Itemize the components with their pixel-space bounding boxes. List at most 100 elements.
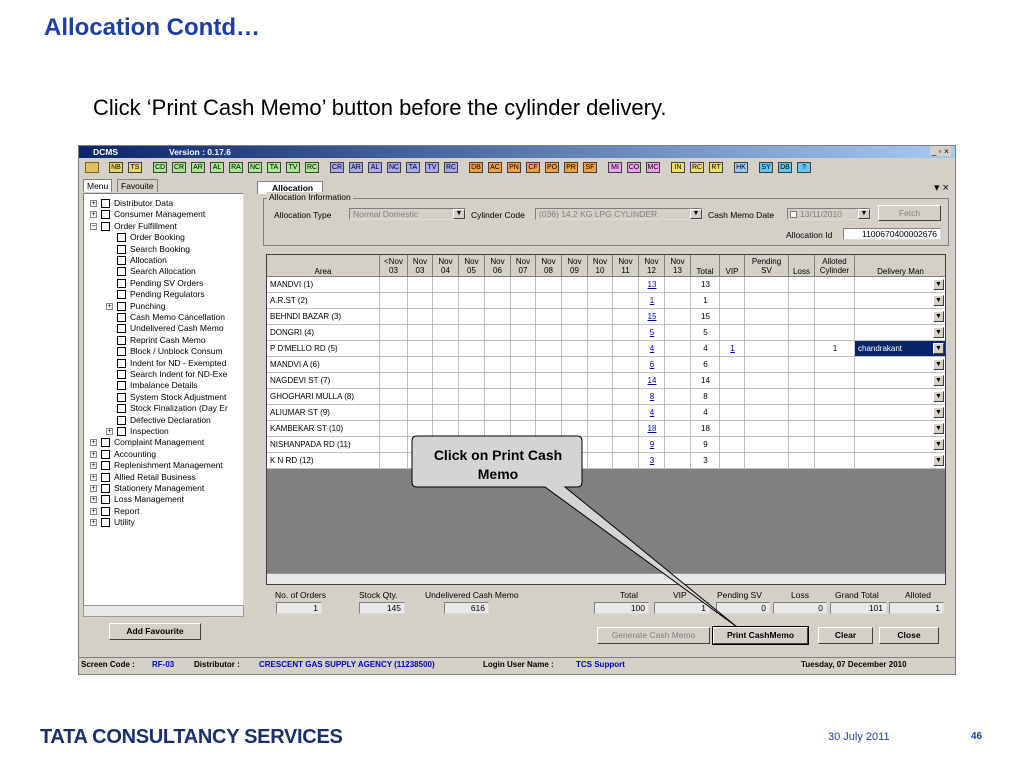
combo-arrow[interactable]: ▼ (690, 209, 702, 219)
column-header[interactable]: Nov 04 (433, 255, 459, 277)
column-header[interactable]: Nov 06 (485, 255, 511, 277)
action-button[interactable]: Close (879, 627, 939, 644)
tree-item[interactable]: Pending Regulators (130, 289, 205, 300)
tree-checkbox[interactable] (117, 267, 126, 277)
order-link[interactable]: 18 (647, 424, 657, 433)
date-checkbox[interactable] (790, 211, 797, 218)
toolbar-button[interactable]: SY (759, 162, 773, 173)
tree-item[interactable]: Defective Declaration (130, 414, 211, 425)
tree-checkbox[interactable] (117, 278, 126, 288)
order-link[interactable]: 1 (649, 296, 655, 305)
column-header[interactable]: Nov 11 (613, 255, 639, 277)
order-link[interactable]: 13 (647, 280, 657, 289)
dropdown-arrow[interactable]: ▼ (933, 279, 944, 290)
tree-item[interactable]: Stationery Management (114, 483, 205, 493)
tree-item[interactable]: Imbalance Details (130, 380, 198, 391)
toolbar-button[interactable]: AC (488, 162, 502, 173)
tree-item[interactable]: Report (114, 505, 140, 516)
toolbar-icon[interactable] (85, 162, 99, 173)
order-link[interactable]: 9 (649, 440, 655, 449)
toolbar-button[interactable]: RC (305, 162, 319, 173)
tree-checkbox[interactable] (101, 518, 110, 528)
tree-expander[interactable]: + (106, 428, 113, 435)
tree-checkbox[interactable] (101, 210, 110, 220)
dropdown-arrow[interactable]: ▼ (933, 311, 944, 322)
h-scrollbar[interactable] (83, 605, 244, 617)
tree-item[interactable]: Pending SV Orders (130, 277, 204, 288)
tree-checkbox[interactable] (101, 438, 110, 448)
column-header[interactable]: VIP (720, 255, 745, 277)
tree-item[interactable]: Allied Retail Business (114, 471, 196, 482)
column-header[interactable]: Total (691, 255, 720, 277)
order-link[interactable]: 14 (647, 376, 657, 385)
tree-checkbox[interactable] (117, 427, 126, 436)
combo-box[interactable]: (036) 14.2 KG LPG CYLINDER (535, 208, 703, 220)
column-header[interactable]: Area (267, 255, 380, 277)
toolbar-button[interactable]: ? (797, 162, 811, 173)
tree-checkbox[interactable] (117, 358, 126, 368)
tree-expander[interactable]: + (90, 462, 97, 470)
toolbar-button[interactable]: DB (469, 162, 483, 173)
order-link[interactable]: 4 (649, 408, 655, 417)
tree-checkbox[interactable] (117, 256, 126, 265)
toolbar-button[interactable]: CR (172, 162, 186, 173)
column-header[interactable]: Alloted Cylinder (815, 255, 855, 277)
tab-controls[interactable]: ▾ × (933, 182, 949, 194)
tree-checkbox[interactable] (117, 313, 126, 322)
column-header[interactable]: Nov 09 (562, 255, 588, 277)
toolbar-button[interactable]: AR (191, 162, 205, 173)
tree-expander[interactable]: + (90, 211, 97, 219)
action-button[interactable]: Clear (818, 627, 873, 644)
dropdown-arrow[interactable]: ▼ (933, 327, 944, 338)
tree-item[interactable]: Complaint Management (114, 437, 205, 448)
tree-expander[interactable]: + (90, 439, 97, 447)
tree-expander[interactable]: + (90, 473, 97, 481)
tree-expander[interactable]: + (90, 485, 97, 492)
tree-expander[interactable]: + (90, 450, 97, 458)
combo-box[interactable]: Normal Domestic (349, 208, 466, 220)
toolbar-button[interactable]: MC (646, 162, 660, 173)
fetch-button[interactable]: Fetch (878, 205, 941, 221)
column-header[interactable]: Nov 07 (511, 255, 536, 277)
tree-checkbox[interactable] (117, 415, 126, 425)
tree-item[interactable]: Reprint Cash Memo (130, 334, 206, 345)
toolbar-button[interactable]: NC (387, 162, 401, 173)
tree-item[interactable]: Replenishment Management (114, 460, 223, 471)
dropdown-arrow[interactable]: ▼ (933, 423, 944, 434)
tree-expander[interactable]: + (90, 507, 97, 515)
tree-checkbox[interactable] (117, 290, 126, 300)
toolbar-button[interactable]: CO (627, 162, 641, 173)
column-header[interactable]: Nov 05 (459, 255, 485, 277)
tree-checkbox[interactable] (101, 199, 110, 208)
order-link[interactable]: 6 (649, 360, 655, 369)
toolbar-button[interactable]: CF (526, 162, 540, 173)
toolbar-button[interactable]: AL (368, 162, 382, 173)
dropdown-arrow[interactable]: ▼ (933, 295, 944, 306)
column-header[interactable]: Nov 08 (536, 255, 562, 277)
tree-item[interactable]: Search Booking (130, 243, 191, 254)
column-header[interactable]: Nov 10 (588, 255, 613, 277)
order-link[interactable]: 8 (649, 392, 655, 401)
toolbar-button[interactable]: RA (229, 162, 243, 173)
toolbar-button[interactable]: AL (210, 162, 224, 173)
tree-checkbox[interactable] (117, 335, 126, 345)
tree-item[interactable]: Loss Management (114, 494, 184, 505)
side-tab[interactable]: Favouite (117, 179, 158, 192)
tree-checkbox[interactable] (101, 495, 110, 505)
column-header[interactable]: Nov 03 (408, 255, 433, 277)
tree-checkbox[interactable] (117, 301, 126, 311)
toolbar-button[interactable]: MI (608, 162, 622, 173)
tree-checkbox[interactable] (101, 506, 110, 516)
toolbar-button[interactable]: CD (153, 162, 167, 173)
dropdown-arrow[interactable]: ▼ (933, 407, 944, 418)
toolbar-button[interactable]: PR (564, 162, 578, 173)
action-button[interactable]: Generate Cash Memo (597, 627, 710, 644)
dropdown-arrow[interactable]: ▼ (933, 343, 944, 354)
dropdown-arrow[interactable]: ▼ (933, 439, 944, 450)
order-link[interactable]: 4 (649, 344, 655, 353)
column-header[interactable]: <Nov 03 (380, 255, 408, 277)
tree-item[interactable]: Cash Memo Cancellation (130, 312, 225, 322)
order-link[interactable]: 3 (649, 456, 655, 465)
toolbar-button[interactable]: TS (128, 162, 142, 173)
tree-checkbox[interactable] (117, 244, 126, 254)
